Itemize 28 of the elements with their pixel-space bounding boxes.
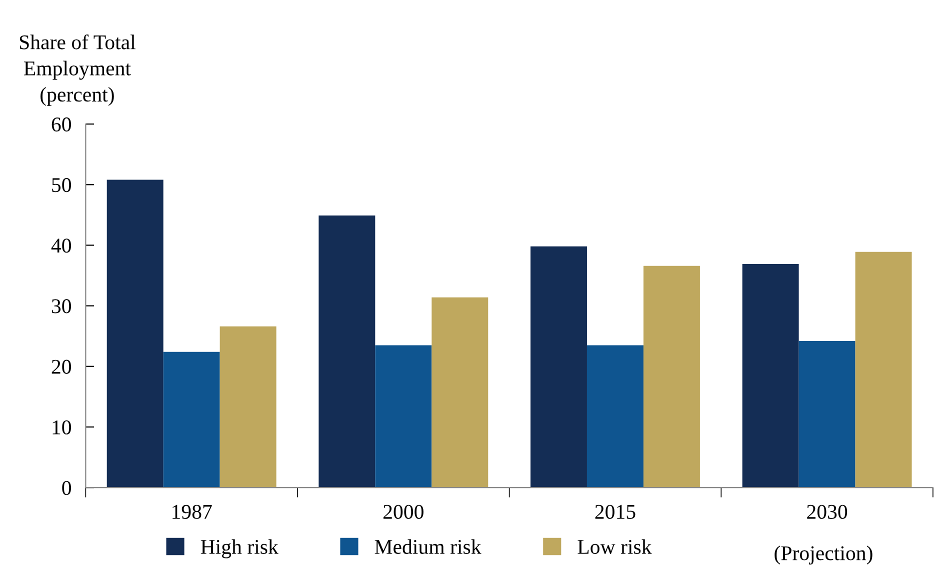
bar	[530, 246, 587, 488]
bar	[432, 297, 488, 488]
y-tick-label: 10	[52, 420, 71, 434]
bar	[163, 352, 220, 488]
bar	[375, 345, 432, 488]
bar	[586, 345, 644, 488]
x-tick-label: 2000	[383, 504, 424, 519]
y-tick-label: 50	[52, 178, 71, 192]
legend-label: Low risk	[578, 539, 652, 554]
legend-label: Medium risk	[374, 539, 482, 554]
bar	[220, 326, 276, 488]
y-tick-label: 0	[62, 480, 71, 495]
text: (Projection)	[774, 546, 872, 565]
bar	[855, 252, 912, 488]
x-tick-label: 2030	[807, 504, 848, 519]
y-tick-label: 30	[52, 299, 71, 314]
bar	[742, 264, 799, 488]
x-tick-label: 1987	[172, 504, 212, 519]
bar	[106, 180, 164, 488]
bar	[643, 266, 700, 488]
bar	[798, 340, 856, 488]
y-axis-title: Share of Total Employment (percent)	[20, 34, 136, 106]
legend-label: High risk	[200, 539, 278, 558]
x-tick-label: 2015	[595, 504, 636, 519]
y-tick-label: 20	[52, 360, 71, 374]
y-tick-label: 40	[51, 238, 71, 253]
y-tick-label: 60	[52, 117, 71, 132]
bar	[318, 216, 376, 488]
